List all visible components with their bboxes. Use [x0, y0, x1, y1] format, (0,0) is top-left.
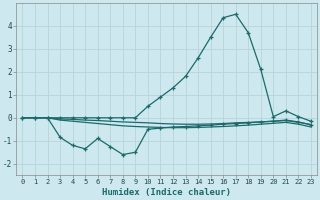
- X-axis label: Humidex (Indice chaleur): Humidex (Indice chaleur): [102, 188, 231, 197]
